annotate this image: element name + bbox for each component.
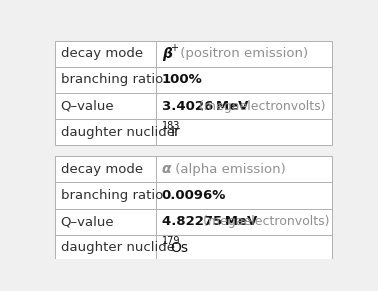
Text: +: + <box>170 43 178 53</box>
Text: 179: 179 <box>162 236 180 246</box>
Text: daughter nuclide: daughter nuclide <box>61 126 175 139</box>
Text: 0.0096%: 0.0096% <box>162 189 226 202</box>
Text: (megaelectronvolts): (megaelectronvolts) <box>199 215 329 228</box>
Text: decay mode: decay mode <box>61 163 143 176</box>
Text: (positron emission): (positron emission) <box>176 47 308 60</box>
Text: Q–value: Q–value <box>61 100 115 113</box>
Text: α: α <box>162 162 171 176</box>
Text: 3.4026 MeV: 3.4026 MeV <box>162 100 248 113</box>
Text: 4.82275 MeV: 4.82275 MeV <box>162 215 257 228</box>
Text: (megaelectronvolts): (megaelectronvolts) <box>195 100 326 113</box>
Text: daughter nuclide: daughter nuclide <box>61 242 175 254</box>
Text: 183: 183 <box>162 121 180 131</box>
Text: 100%: 100% <box>162 73 202 86</box>
Text: decay mode: decay mode <box>61 47 143 60</box>
Text: Ir: Ir <box>170 125 180 139</box>
Bar <box>56 40 332 146</box>
Text: (alpha emission): (alpha emission) <box>171 163 286 176</box>
Bar <box>56 156 332 261</box>
Text: Q–value: Q–value <box>61 215 115 228</box>
Text: β: β <box>162 47 172 61</box>
Text: Os: Os <box>170 241 189 255</box>
Text: branching ratio: branching ratio <box>61 189 163 202</box>
Text: branching ratio: branching ratio <box>61 73 163 86</box>
